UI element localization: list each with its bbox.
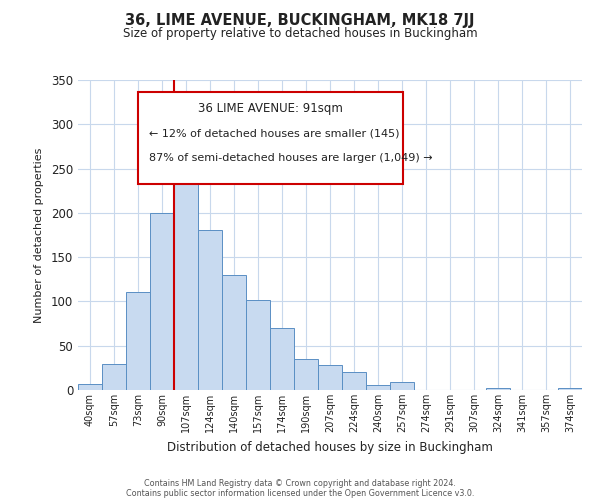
Text: Size of property relative to detached houses in Buckingham: Size of property relative to detached ho… xyxy=(122,28,478,40)
Bar xyxy=(366,384,390,390)
Bar xyxy=(294,359,318,390)
Bar xyxy=(486,388,510,390)
Bar xyxy=(102,364,126,390)
Text: Contains HM Land Registry data © Crown copyright and database right 2024.: Contains HM Land Registry data © Crown c… xyxy=(144,478,456,488)
Text: ← 12% of detached houses are smaller (145): ← 12% of detached houses are smaller (14… xyxy=(149,128,399,138)
Bar xyxy=(174,128,198,390)
Text: 36 LIME AVENUE: 91sqm: 36 LIME AVENUE: 91sqm xyxy=(199,102,343,114)
Bar xyxy=(558,388,582,390)
Bar xyxy=(342,372,366,390)
FancyBboxPatch shape xyxy=(139,92,403,184)
Bar xyxy=(318,365,342,390)
Bar xyxy=(222,275,246,390)
X-axis label: Distribution of detached houses by size in Buckingham: Distribution of detached houses by size … xyxy=(167,440,493,454)
Bar xyxy=(126,292,150,390)
Bar xyxy=(78,384,102,390)
Bar xyxy=(150,213,174,390)
Text: 36, LIME AVENUE, BUCKINGHAM, MK18 7JJ: 36, LIME AVENUE, BUCKINGHAM, MK18 7JJ xyxy=(125,12,475,28)
Text: 87% of semi-detached houses are larger (1,049) →: 87% of semi-detached houses are larger (… xyxy=(149,153,432,163)
Bar xyxy=(246,300,270,390)
Bar xyxy=(270,328,294,390)
Text: Contains public sector information licensed under the Open Government Licence v3: Contains public sector information licen… xyxy=(126,488,474,498)
Y-axis label: Number of detached properties: Number of detached properties xyxy=(34,148,44,322)
Bar xyxy=(390,382,414,390)
Bar xyxy=(198,230,222,390)
